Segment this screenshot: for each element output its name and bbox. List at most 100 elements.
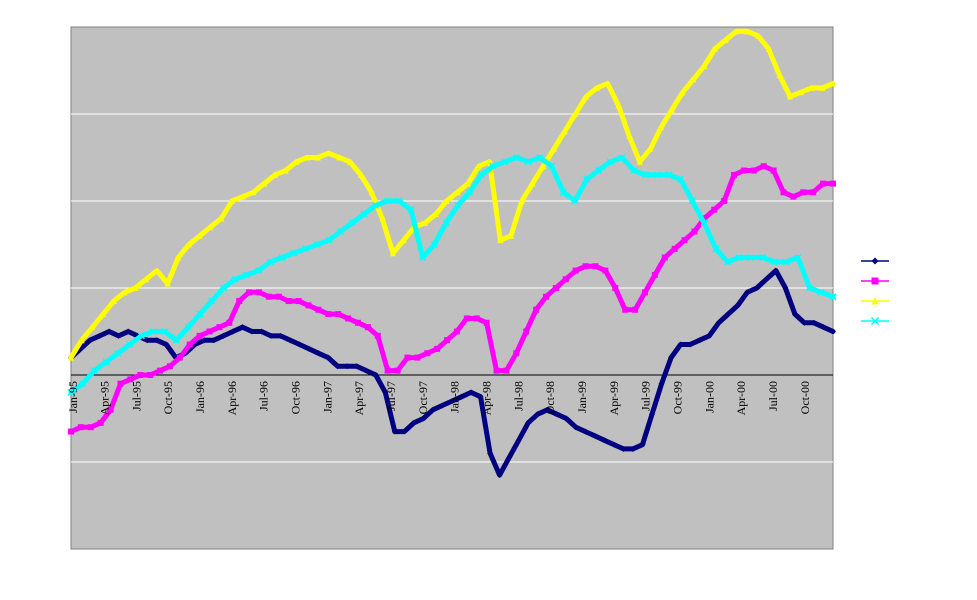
data-point bbox=[424, 350, 431, 357]
x-tick-label: Jul-98 bbox=[511, 381, 525, 411]
data-point bbox=[754, 32, 761, 39]
data-point bbox=[334, 363, 341, 370]
x-tick-label: Jul-97 bbox=[384, 381, 398, 411]
data-point bbox=[548, 162, 556, 170]
data-point bbox=[384, 367, 391, 374]
data-point bbox=[747, 254, 755, 262]
data-point bbox=[400, 237, 407, 244]
data-point bbox=[765, 45, 772, 52]
data-point bbox=[314, 154, 321, 161]
data-point bbox=[391, 428, 398, 435]
data-point bbox=[344, 363, 351, 370]
x-tick-label: Oct-98 bbox=[543, 381, 557, 414]
data-point bbox=[228, 198, 235, 204]
data-point bbox=[372, 372, 379, 378]
data-point bbox=[265, 293, 272, 300]
data-point bbox=[444, 337, 451, 344]
data-point bbox=[677, 341, 684, 348]
data-point bbox=[243, 271, 251, 279]
data-point bbox=[443, 198, 450, 204]
data-point bbox=[347, 158, 354, 165]
data-point bbox=[186, 241, 193, 248]
data-point bbox=[68, 428, 74, 435]
data-point bbox=[610, 441, 617, 448]
data-point bbox=[372, 201, 380, 209]
data-point bbox=[735, 254, 743, 262]
data-point bbox=[620, 445, 627, 452]
data-point bbox=[681, 237, 688, 244]
data-point bbox=[246, 289, 253, 296]
data-point bbox=[422, 219, 429, 226]
data-point bbox=[733, 28, 740, 35]
data-point bbox=[653, 171, 661, 179]
data-point bbox=[206, 328, 213, 335]
data-point bbox=[688, 197, 696, 205]
data-point bbox=[583, 93, 590, 100]
data-point bbox=[647, 145, 654, 152]
data-point bbox=[210, 337, 217, 344]
data-point bbox=[301, 245, 309, 253]
data-point bbox=[665, 171, 673, 179]
data-point bbox=[149, 327, 157, 336]
data-point bbox=[336, 154, 343, 161]
data-point bbox=[525, 419, 532, 426]
data-point bbox=[453, 328, 460, 335]
data-point bbox=[354, 319, 361, 326]
data-point bbox=[544, 406, 551, 413]
data-point bbox=[97, 419, 104, 426]
grid-lines bbox=[71, 113, 833, 463]
data-point bbox=[239, 324, 246, 331]
data-point bbox=[407, 206, 415, 214]
series-3 bbox=[68, 28, 836, 361]
data-point bbox=[363, 367, 370, 374]
data-point bbox=[454, 201, 462, 209]
data-point bbox=[606, 158, 614, 166]
data-point bbox=[473, 315, 480, 322]
legend-entry bbox=[861, 257, 889, 265]
data-point bbox=[871, 257, 879, 265]
data-point bbox=[144, 337, 151, 344]
data-point bbox=[830, 180, 836, 187]
data-point bbox=[562, 276, 569, 283]
data-point bbox=[626, 132, 633, 139]
data-point bbox=[100, 311, 107, 318]
x-tick-label: Jul-99 bbox=[639, 381, 653, 411]
data-point bbox=[255, 267, 263, 275]
data-point bbox=[430, 240, 438, 249]
data-point bbox=[711, 45, 718, 52]
data-point bbox=[335, 311, 342, 318]
data-point bbox=[196, 332, 203, 339]
data-point bbox=[374, 332, 381, 339]
data-point bbox=[401, 428, 408, 435]
x-tick-label: Apr-99 bbox=[607, 381, 621, 415]
data-point bbox=[432, 211, 439, 218]
data-point bbox=[357, 171, 364, 178]
data-point bbox=[820, 180, 827, 187]
data-point bbox=[797, 89, 804, 96]
data-point bbox=[496, 472, 503, 479]
data-point bbox=[166, 363, 173, 370]
data-point bbox=[364, 324, 371, 331]
data-point bbox=[143, 276, 150, 283]
data-point bbox=[465, 180, 472, 187]
data-point bbox=[559, 188, 567, 196]
data-point bbox=[515, 437, 522, 444]
data-point bbox=[563, 415, 570, 422]
data-point bbox=[721, 198, 728, 204]
data-point bbox=[121, 289, 128, 296]
data-point bbox=[184, 323, 192, 331]
data-point bbox=[282, 167, 289, 174]
data-point bbox=[107, 406, 114, 413]
x-tick-label: Jan-00 bbox=[702, 381, 716, 413]
x-tick-label: Jul-00 bbox=[766, 381, 780, 411]
data-point bbox=[760, 163, 767, 170]
data-point bbox=[668, 354, 675, 361]
data-point bbox=[454, 189, 461, 196]
x-tick-label: Apr-95 bbox=[98, 381, 112, 415]
data-point bbox=[87, 337, 94, 344]
data-point bbox=[268, 332, 275, 339]
data-point bbox=[475, 163, 482, 170]
x-tick-label: Jan-95 bbox=[66, 381, 80, 413]
data-point bbox=[679, 89, 686, 96]
data-point bbox=[304, 154, 311, 161]
